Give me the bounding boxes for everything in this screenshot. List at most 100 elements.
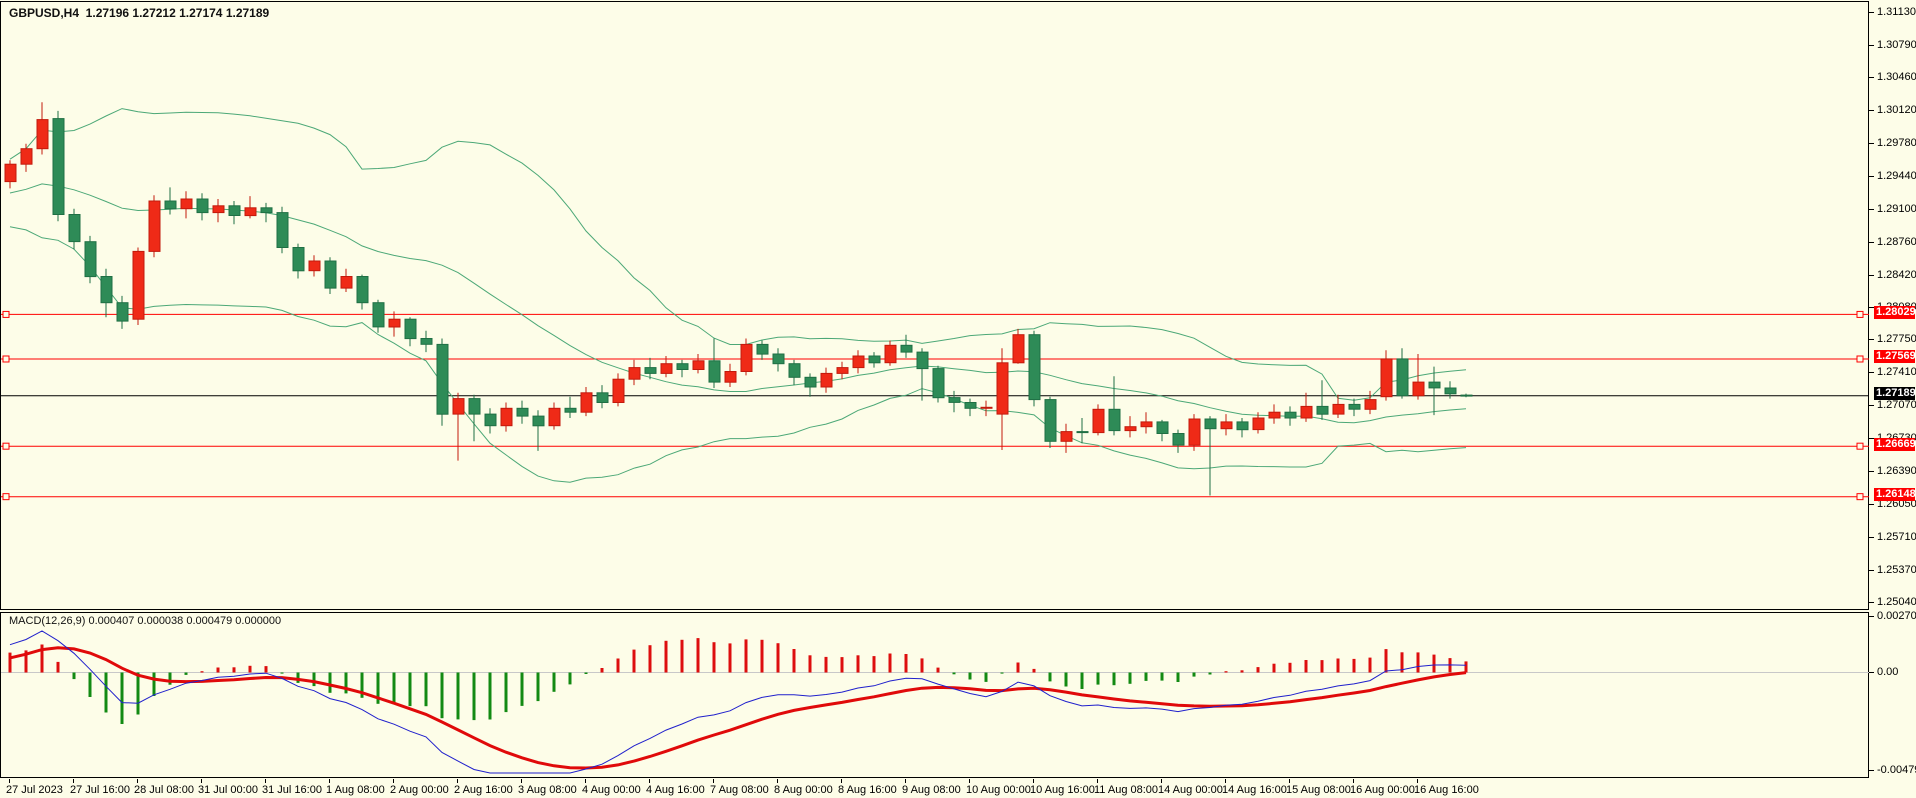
time-tick <box>521 779 522 783</box>
price-tick <box>1869 602 1874 603</box>
price-tick-label: 1.30790 <box>1877 39 1916 51</box>
candle-body <box>788 363 801 378</box>
candle-body <box>388 318 401 328</box>
time-tick-label: 8 Aug 16:00 <box>838 784 897 796</box>
price-line-label[interactable]: 1.26669 <box>1874 438 1916 451</box>
candle-body <box>340 276 353 289</box>
candle-body <box>740 343 753 372</box>
candle-body <box>276 212 289 249</box>
candle-body <box>420 338 433 345</box>
candle-body <box>404 318 417 340</box>
main-chart-panel[interactable]: GBPUSD,H4 1.27196 1.27212 1.27174 1.2718… <box>0 1 1870 611</box>
price-tick <box>1869 438 1874 439</box>
candle-body <box>4 163 17 183</box>
candle-body <box>84 241 97 278</box>
macd-indicator-panel[interactable]: MACD(12,26,9) 0.000407 0.000038 0.000479… <box>0 612 1870 779</box>
candle-body <box>180 198 193 210</box>
time-tick <box>1417 779 1418 783</box>
candle-body <box>1396 358 1409 397</box>
time-tick <box>9 779 10 783</box>
time-tick <box>969 779 970 783</box>
candle-body <box>1172 433 1185 446</box>
time-tick <box>265 779 266 783</box>
chart-title-ohlc: GBPUSD,H4 1.27196 1.27212 1.27174 1.2718… <box>9 6 270 20</box>
price-tick-label: 1.26390 <box>1877 465 1916 477</box>
time-tick-label: 11 Aug 08:00 <box>1094 784 1159 796</box>
candle-body <box>900 344 913 353</box>
time-tick-label: 28 Jul 08:00 <box>134 784 194 796</box>
macd-indicator-label: MACD(12,26,9) 0.000407 0.000038 0.000479… <box>9 615 282 627</box>
price-tick-label: 1.27410 <box>1877 366 1916 378</box>
candle-body <box>1444 387 1457 395</box>
price-tick-label: 1.29100 <box>1877 203 1916 215</box>
candle-body <box>436 343 449 415</box>
line-handle <box>1856 310 1864 318</box>
candle-body <box>580 392 593 413</box>
price-tick-label: 1.30120 <box>1877 104 1916 116</box>
price-tick <box>1869 275 1874 276</box>
price-line-label[interactable]: 1.28029 <box>1874 306 1916 319</box>
candle-body <box>52 118 65 215</box>
candle-body <box>1092 408 1105 434</box>
candle-body <box>916 351 929 370</box>
price-axis[interactable]: 1.31130 1.30790 1.30460 1.30120 1.29780 1.294… <box>1869 0 1916 778</box>
price-tick <box>1869 504 1874 505</box>
time-tick-label: 7 Aug 08:00 <box>710 784 769 796</box>
price-tick <box>1869 12 1874 13</box>
candle-body <box>1220 421 1233 430</box>
time-tick-label: 2 Aug 16:00 <box>454 784 513 796</box>
candle-body <box>532 415 545 427</box>
candle-body <box>1236 421 1249 431</box>
price-tick <box>1869 176 1874 177</box>
candle-body <box>292 247 305 272</box>
price-line-label[interactable]: 1.26148 <box>1874 488 1916 501</box>
candle-body <box>1316 405 1329 415</box>
time-tick-label: 1 Aug 08:00 <box>326 784 385 796</box>
candle-body <box>68 214 81 243</box>
candle-body <box>804 376 817 388</box>
time-tick-label: 14 Aug 00:00 <box>1158 784 1223 796</box>
macd-canvas[interactable] <box>1 613 1870 779</box>
time-tick <box>73 779 74 783</box>
price-tick-label: 1.30460 <box>1877 71 1916 83</box>
candle-body <box>1428 381 1441 389</box>
time-axis[interactable]: 27 Jul 2023 27 Jul 16:00 28 Jul 08:00 31 Ju… <box>0 779 1916 798</box>
candle-body <box>1364 399 1377 410</box>
macd-tick-label: 0.00 <box>1877 666 1899 678</box>
price-tick <box>1869 77 1874 78</box>
time-tick-label: 27 Jul 16:00 <box>70 784 130 796</box>
bollinger-middle-band <box>9 183 1467 424</box>
candle-body <box>260 207 273 214</box>
time-tick <box>329 779 330 783</box>
time-tick <box>137 779 138 783</box>
candles <box>4 102 1473 496</box>
candle-body <box>1188 418 1201 446</box>
price-tick-label: 1.25040 <box>1877 596 1916 608</box>
price-tick-label: 1.31130 <box>1877 6 1916 18</box>
candle-body <box>1332 403 1345 415</box>
bollinger-upper-band <box>9 108 1467 401</box>
macd-tick <box>1869 672 1874 673</box>
candle-body <box>116 302 129 322</box>
main-chart-canvas[interactable] <box>1 2 1870 611</box>
price-tick-label: 1.25370 <box>1877 564 1916 576</box>
candle-body <box>820 372 833 388</box>
candle-body <box>212 205 225 214</box>
time-tick <box>905 779 906 783</box>
candle-body <box>1044 399 1057 442</box>
macd-signal-line <box>9 646 1467 770</box>
price-tick <box>1869 471 1874 472</box>
candle-body <box>564 407 577 413</box>
candle-body <box>1460 394 1473 397</box>
candle-body <box>1204 418 1217 430</box>
macd-histogram <box>8 638 1468 724</box>
candle-body <box>308 260 321 272</box>
current-price-label[interactable]: 1.27189 <box>1874 387 1916 400</box>
candle-body <box>756 343 769 355</box>
candle-body <box>1108 408 1121 432</box>
time-tick-label: 2 Aug 00:00 <box>390 784 449 796</box>
line-handle <box>2 493 10 501</box>
time-tick <box>1097 779 1098 783</box>
price-line-label[interactable]: 1.27569 <box>1874 350 1916 363</box>
macd-tick <box>1869 770 1874 771</box>
